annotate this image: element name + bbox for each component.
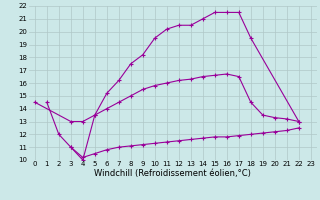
X-axis label: Windchill (Refroidissement éolien,°C): Windchill (Refroidissement éolien,°C) <box>94 169 251 178</box>
